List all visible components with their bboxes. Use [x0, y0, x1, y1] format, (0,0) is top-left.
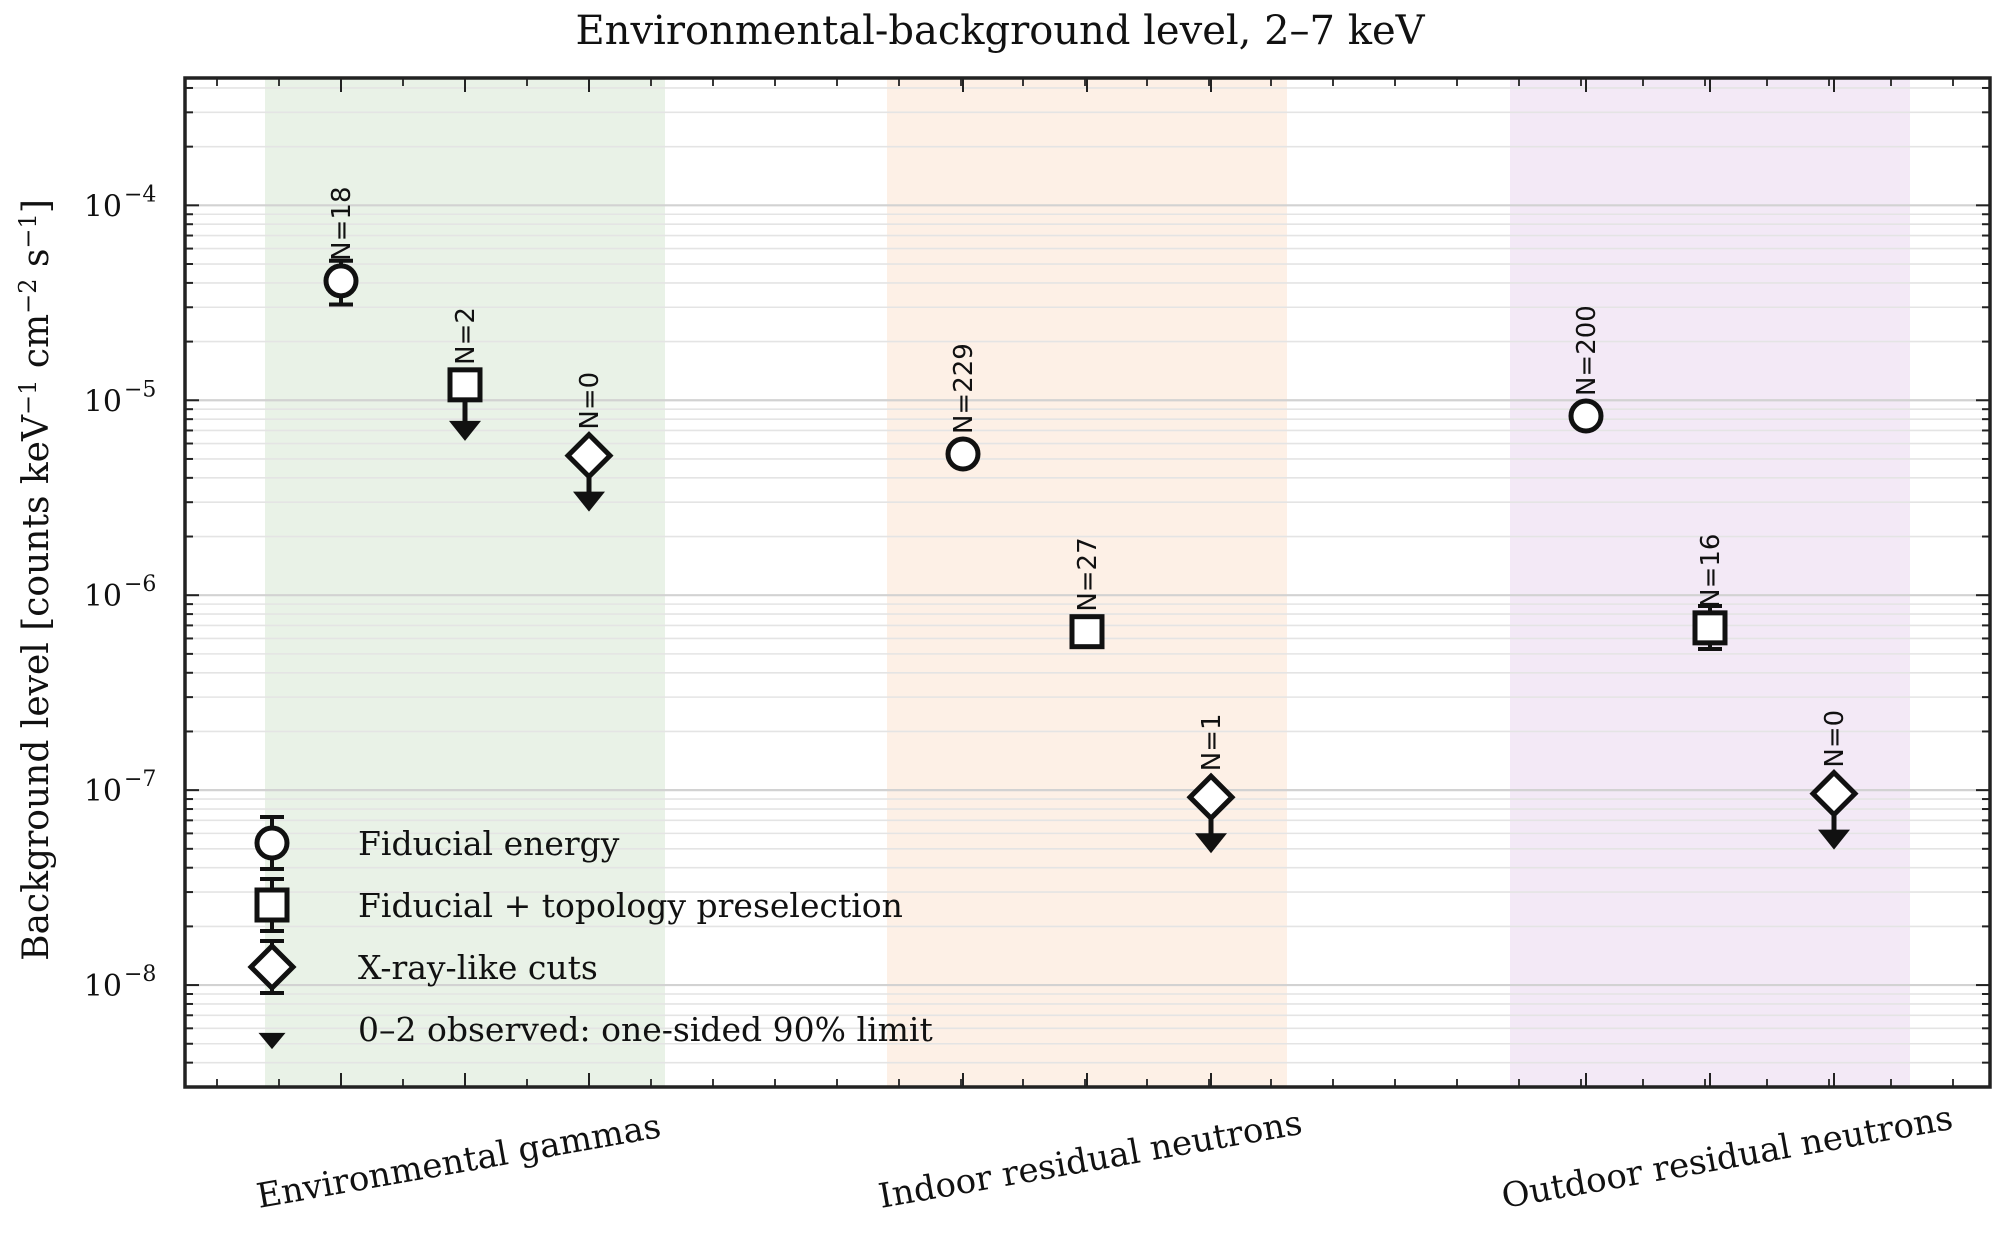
marker-triangle-down — [258, 1032, 286, 1050]
y-axis-label: Background level [counts keV−1 cm−2 s−1] — [14, 199, 57, 961]
count-label: N=18 — [327, 186, 357, 260]
y-tick-label-exponent: −4 — [124, 182, 156, 207]
data-marks: N=18 N=229 N=200 N=2 N=27 N=16 N=0 N=1 N=0 — [323, 186, 1859, 854]
y-tick-label: 10 — [84, 189, 122, 224]
count-label: N=200 — [1572, 305, 1602, 396]
marker-diamond — [1186, 772, 1236, 822]
count-label: N=2 — [451, 307, 481, 365]
marker-square — [447, 367, 483, 403]
legend-entry: Fiducial + topology preselection — [254, 877, 903, 933]
marker-circle — [945, 436, 981, 472]
y-tick-label: 10 — [84, 579, 122, 614]
marker-diamond — [247, 942, 297, 992]
count-label: N=0 — [1820, 710, 1850, 768]
marker-circle — [254, 825, 290, 861]
y-axis-label-superscript: −2 — [14, 278, 42, 313]
y-tick-label: 10 — [84, 969, 122, 1004]
chart-title: Environmental-background level, 2–7 keV — [575, 8, 1425, 54]
marker-square — [254, 887, 290, 923]
legend-label: X-ray-like cuts — [358, 948, 598, 987]
count-label: N=229 — [949, 343, 979, 434]
legend-label: 0–2 observed: one-sided 90% limit — [358, 1010, 933, 1049]
count-label: N=0 — [575, 372, 605, 430]
plot-frame — [183, 76, 1992, 1089]
legend-entry: X-ray-like cuts — [247, 939, 598, 995]
count-label: N=27 — [1073, 537, 1103, 611]
grid-lines — [185, 87, 1990, 1088]
y-tick-label-exponent: −6 — [124, 572, 156, 597]
marker-square — [1692, 610, 1728, 646]
series-diamond: N=0 N=1 N=0 — [564, 372, 1859, 854]
legend: Fiducial energy Fiducial + topology prese… — [247, 815, 933, 1050]
category-band — [1510, 78, 1910, 1087]
legend-entry: Fiducial energy — [254, 815, 620, 871]
y-axis-label-part: s — [16, 249, 57, 279]
upper-limit-arrow-head — [573, 491, 605, 512]
series-circle: N=18 N=229 N=200 — [323, 186, 1604, 472]
y-axis-label-superscript: −1 — [14, 213, 42, 248]
y-axis-label-part: Background level [counts keV — [16, 414, 57, 961]
category-bands — [265, 78, 1910, 1087]
legend-label: Fiducial energy — [358, 824, 620, 863]
legend-label: Fiducial + topology preselection — [358, 886, 903, 925]
x-category-label: Outdoor residual neutrons — [1499, 1098, 1956, 1217]
marker-diamond — [564, 431, 614, 481]
y-axis-label-part: ] — [16, 199, 57, 213]
marker-square — [1069, 614, 1105, 650]
marker-circle — [323, 263, 359, 299]
marker-circle — [1568, 398, 1604, 434]
y-axis-label-part: cm — [16, 314, 57, 380]
category-band — [265, 78, 665, 1087]
category-band — [887, 78, 1287, 1087]
y-tick-label: 10 — [84, 774, 122, 809]
y-axis-label-superscript: −1 — [14, 380, 42, 415]
upper-limit-arrow-head — [1195, 833, 1227, 854]
x-category-label: Environmental gammas — [254, 1106, 664, 1217]
marker-diamond — [1809, 769, 1859, 819]
upper-limit-arrow-head — [449, 420, 481, 441]
y-tick-label-exponent: −8 — [124, 962, 156, 987]
count-label: N=1 — [1197, 713, 1227, 771]
y-tick-label-exponent: −7 — [124, 767, 156, 792]
y-tick-label-exponent: −5 — [124, 377, 156, 402]
count-label: N=16 — [1696, 534, 1726, 608]
upper-limit-arrow-head — [1818, 829, 1850, 850]
legend-entry: 0–2 observed: one-sided 90% limit — [258, 1010, 933, 1050]
y-tick-label: 10 — [84, 384, 122, 419]
x-category-label: Indoor residual neutrons — [876, 1103, 1305, 1217]
series-square: N=2 N=27 N=16 — [447, 307, 1728, 651]
